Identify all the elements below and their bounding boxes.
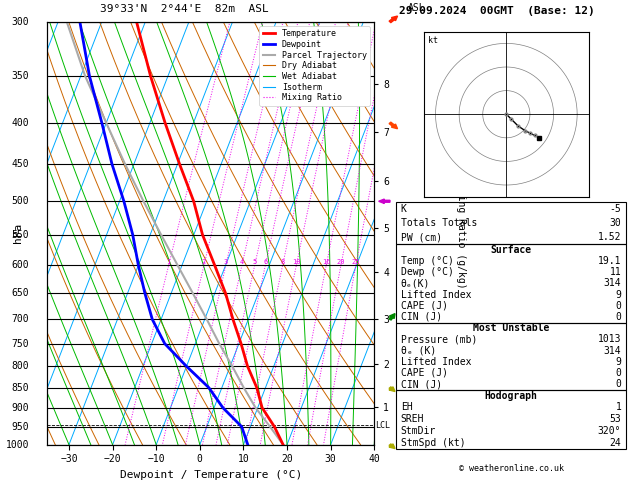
Text: kt: kt [428,36,438,45]
Text: CAPE (J): CAPE (J) [401,301,448,311]
Text: 5: 5 [253,260,257,265]
Text: CIN (J): CIN (J) [401,379,442,389]
Text: -5: -5 [610,204,621,214]
Text: 314: 314 [604,346,621,356]
Text: Hodograph: Hodograph [484,391,538,400]
Text: 550: 550 [11,230,29,240]
Text: 29.09.2024  00GMT  (Base: 12): 29.09.2024 00GMT (Base: 12) [399,5,595,16]
Text: 850: 850 [11,382,29,393]
Text: 950: 950 [11,422,29,432]
Text: Most Unstable: Most Unstable [473,323,549,333]
Text: θₑ(K): θₑ(K) [401,278,430,288]
Text: θₑ (K): θₑ (K) [401,346,436,356]
Text: 314: 314 [604,278,621,288]
Text: 8: 8 [281,260,285,265]
Text: 4: 4 [240,260,244,265]
Text: 1: 1 [167,260,171,265]
Text: 750: 750 [11,339,29,348]
Text: 53: 53 [610,414,621,424]
Text: 500: 500 [11,196,29,206]
Text: 700: 700 [11,314,29,325]
Text: Lifted Index: Lifted Index [401,290,471,299]
Text: Lifted Index: Lifted Index [401,357,471,367]
Text: 320°: 320° [598,426,621,436]
Text: SREH: SREH [401,414,425,424]
Text: 3: 3 [224,260,228,265]
Text: 30: 30 [610,218,621,228]
Text: km
ASL: km ASL [408,0,426,14]
Text: CAPE (J): CAPE (J) [401,368,448,378]
Text: 900: 900 [11,403,29,413]
Text: 400: 400 [11,118,29,128]
Text: 39°33'N  2°44'E  82m  ASL: 39°33'N 2°44'E 82m ASL [100,4,269,14]
Text: 0: 0 [615,379,621,389]
Text: StmSpd (kt): StmSpd (kt) [401,438,465,448]
Text: 10: 10 [292,260,301,265]
Text: Dewp (°C): Dewp (°C) [401,267,454,277]
Bar [396,390,626,449]
Text: Surface: Surface [491,245,532,255]
Text: 6: 6 [263,260,267,265]
Legend: Temperature, Dewpoint, Parcel Trajectory, Dry Adiabat, Wet Adiabat, Isotherm, Mi: Temperature, Dewpoint, Parcel Trajectory… [259,26,370,105]
Text: 19.1: 19.1 [598,256,621,266]
Text: 350: 350 [11,71,29,81]
Text: hPa: hPa [13,223,23,243]
Text: PW (cm): PW (cm) [401,232,442,242]
Text: LCL: LCL [375,421,390,430]
Text: 450: 450 [11,159,29,169]
Text: 11: 11 [610,267,621,277]
Text: K: K [401,204,407,214]
Text: © weatheronline.co.uk: © weatheronline.co.uk [459,464,564,473]
Bar [396,323,626,390]
Text: 0: 0 [615,368,621,378]
Text: Totals Totals: Totals Totals [401,218,477,228]
Bar [396,202,626,244]
Text: 1013: 1013 [598,334,621,344]
Text: 16: 16 [322,260,330,265]
Text: 600: 600 [11,260,29,270]
Text: Temp (°C): Temp (°C) [401,256,454,266]
X-axis label: Dewpoint / Temperature (°C): Dewpoint / Temperature (°C) [120,470,302,480]
Text: 24: 24 [610,438,621,448]
Bar [396,244,626,323]
Text: 2: 2 [202,260,206,265]
Y-axis label: Mixing Ratio (g/kg): Mixing Ratio (g/kg) [455,177,465,289]
Text: 650: 650 [11,288,29,298]
Text: EH: EH [401,402,413,413]
Text: 300: 300 [11,17,29,27]
Text: StmDir: StmDir [401,426,436,436]
Text: CIN (J): CIN (J) [401,312,442,322]
Text: 9: 9 [615,290,621,299]
Text: 20: 20 [337,260,345,265]
Text: 9: 9 [615,357,621,367]
Text: 25: 25 [352,260,360,265]
Text: 800: 800 [11,361,29,371]
Text: 1: 1 [615,402,621,413]
Text: 0: 0 [615,301,621,311]
Text: Pressure (mb): Pressure (mb) [401,334,477,344]
Text: 0: 0 [615,312,621,322]
Text: 1000: 1000 [6,440,29,450]
Text: 1.52: 1.52 [598,232,621,242]
